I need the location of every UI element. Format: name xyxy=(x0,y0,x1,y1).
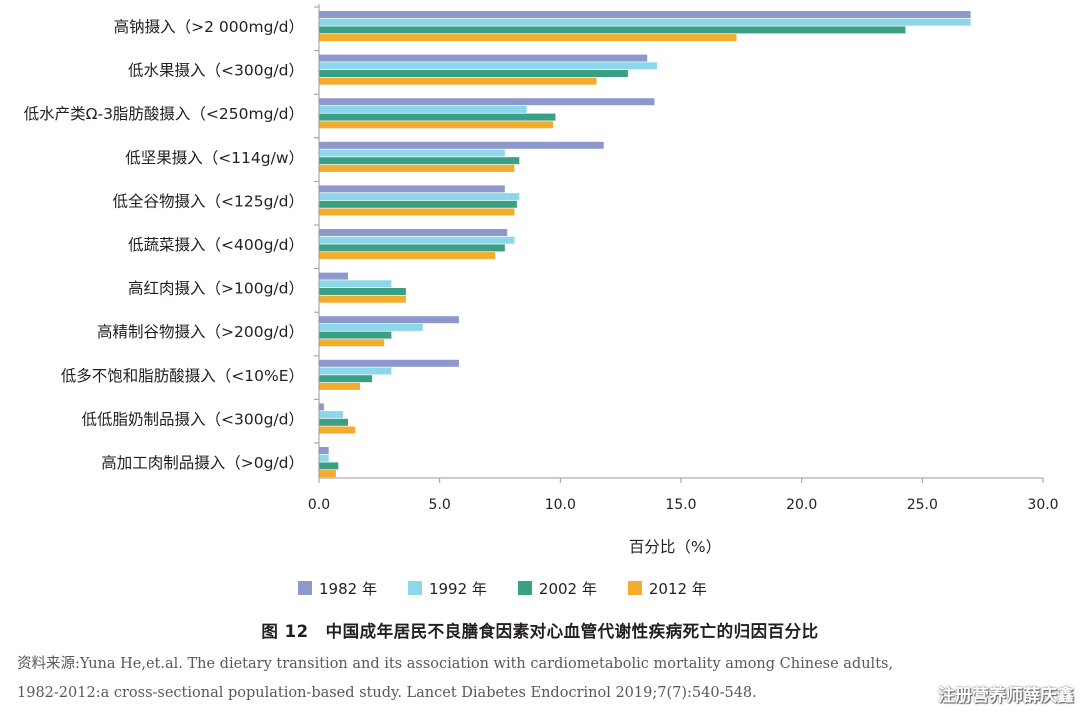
bar xyxy=(319,70,628,77)
legend-item: 1982 年 xyxy=(298,578,377,599)
bar xyxy=(319,105,527,113)
legend-item: 2002 年 xyxy=(517,578,597,599)
bar xyxy=(319,375,373,383)
source-line-2: 1982-2012:a cross-sectional population-b… xyxy=(17,685,757,701)
bar xyxy=(319,244,505,252)
bar xyxy=(319,470,336,478)
category-label: 高钠摄入（>2 000mg/d） xyxy=(114,18,304,36)
bar xyxy=(319,77,597,85)
legend-swatch xyxy=(407,581,422,595)
bar xyxy=(319,462,339,470)
category-label: 低水产类Ω-3脂肪酸摄入（<250mg/d） xyxy=(24,105,304,123)
bar xyxy=(319,54,648,62)
x-tick-label: 25.0 xyxy=(907,497,938,513)
legend-swatch xyxy=(517,581,532,595)
bar xyxy=(319,229,508,236)
bar xyxy=(319,121,554,129)
bar xyxy=(319,382,361,390)
figure-caption: 图 12 中国成年居民不良膳食因素对心血管代谢性疾病死亡的归因百分比 xyxy=(261,622,819,641)
x-tick-label: 20.0 xyxy=(786,497,817,513)
bar xyxy=(319,403,324,411)
x-tick-label: 30.0 xyxy=(1027,497,1058,513)
legend-swatch xyxy=(298,581,312,595)
category-label: 低全谷物摄入（<125g/d） xyxy=(113,192,304,210)
bar xyxy=(319,252,496,260)
bar xyxy=(319,411,344,419)
legend-item: 1992 年 xyxy=(407,578,487,599)
bar xyxy=(319,26,906,34)
x-tick-label: 5.0 xyxy=(429,497,451,513)
bar xyxy=(319,113,556,121)
category-label: 低多不饱和脂肪酸摄入（<10%E） xyxy=(61,367,304,385)
x-tick-label: 10.0 xyxy=(545,497,576,513)
category-label: 低坚果摄入（<114g/w） xyxy=(125,149,304,167)
x-tick-label: 15.0 xyxy=(665,497,696,513)
bar xyxy=(319,18,971,26)
bar xyxy=(319,367,392,375)
bar xyxy=(319,98,655,106)
legend-label: 2002 年 xyxy=(538,579,597,598)
bar xyxy=(319,208,515,216)
legend-swatch xyxy=(627,581,642,595)
legend-item: 2012 年 xyxy=(627,578,707,599)
bar xyxy=(319,236,515,244)
category-label: 低低脂奶制品摄入（<300g/d） xyxy=(82,410,304,428)
bar xyxy=(319,426,356,434)
category-label: 高精制谷物摄入（>200g/d） xyxy=(97,323,304,341)
source-citation: 资料来源:Yuna He,et.al. The dietary transiti… xyxy=(17,650,1075,708)
bar xyxy=(319,295,406,303)
legend-label: 2012 年 xyxy=(648,579,707,598)
bar xyxy=(319,164,515,172)
legend-label: 1982 年 xyxy=(319,579,377,598)
bar xyxy=(319,447,329,454)
bar-chart: 高钠摄入（>2 000mg/d） 低水果摄入（<300g/d） 低水产类Ω-3脂肪酸… xyxy=(24,4,1059,556)
bar xyxy=(319,359,459,367)
bar xyxy=(319,316,459,324)
source-line-1: 资料来源:Yuna He,et.al. The dietary transiti… xyxy=(17,656,894,672)
bar xyxy=(319,34,737,42)
chart-legend: 1982 年 1992 年 2002 年 2012 年 xyxy=(298,576,738,600)
category-label: 高红肉摄入（>100g/d） xyxy=(128,280,304,298)
bar xyxy=(319,418,348,426)
legend-label: 1992 年 xyxy=(428,579,487,598)
bar xyxy=(319,62,657,70)
bar xyxy=(319,339,385,347)
watermark: 注册营养师薛庆鑫 xyxy=(938,686,1074,706)
bar xyxy=(319,323,423,331)
x-tick-label: 0.0 xyxy=(308,497,330,513)
bar xyxy=(319,157,520,165)
bar xyxy=(319,149,505,157)
bar xyxy=(319,454,329,462)
bar xyxy=(319,193,520,201)
category-label: 低水果摄入（<300g/d） xyxy=(128,62,304,80)
category-label: 低蔬菜摄入（<400g/d） xyxy=(128,236,304,254)
x-axis: 0.0 5.0 10.0 15.0 20.0 25.0 30.0 xyxy=(308,4,1059,513)
category-labels: 高钠摄入（>2 000mg/d） 低水果摄入（<300g/d） 低水产类Ω-3脂肪酸… xyxy=(24,6,319,472)
bar xyxy=(319,280,392,288)
bar xyxy=(319,272,348,280)
bar xyxy=(319,11,971,18)
bar xyxy=(319,141,604,149)
category-label: 高加工肉制品摄入（>0g/d） xyxy=(101,454,304,472)
x-axis-label: 百分比（%） xyxy=(629,538,721,556)
bar xyxy=(319,200,517,208)
bar xyxy=(319,185,505,193)
bar xyxy=(319,288,406,295)
bars xyxy=(319,11,971,478)
bar xyxy=(319,331,392,339)
